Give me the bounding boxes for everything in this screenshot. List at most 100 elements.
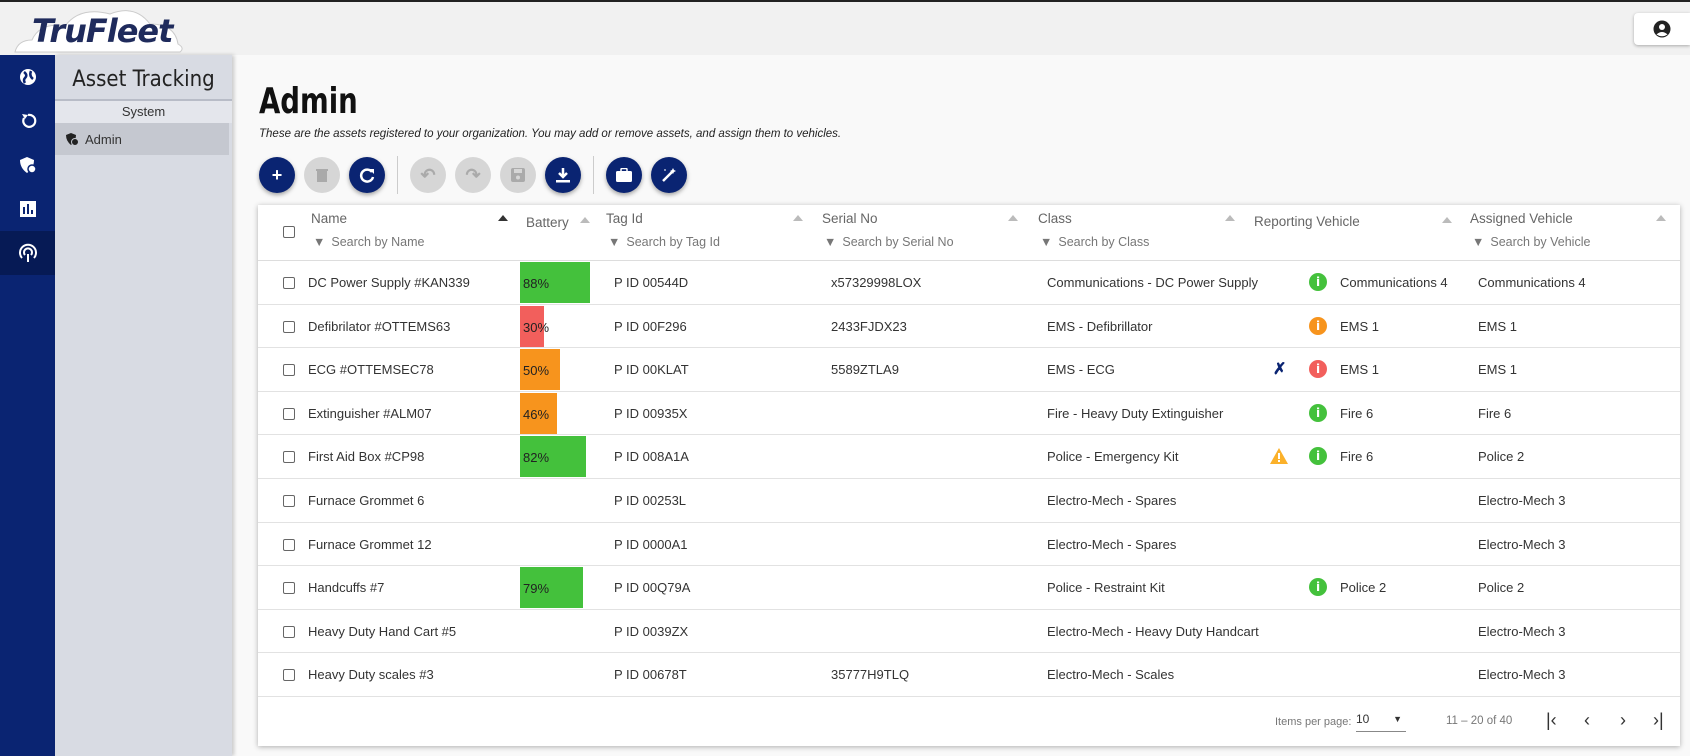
battery-bar: 50% [520,349,560,391]
reporting-vehicle: Fire 6 [1340,405,1374,421]
sort-tag-icon[interactable] [793,215,803,221]
asset-class: Police - Emergency Kit [1047,449,1179,465]
search-class-input[interactable]: ▼ Search by Class [1040,235,1150,249]
download-button[interactable] [545,157,581,193]
sort-battery-icon[interactable] [580,217,590,223]
trash-icon [316,169,328,182]
save-button[interactable] [500,157,536,193]
sort-assigned-icon[interactable] [1656,215,1666,221]
assigned-vehicle: Electro-Mech 3 [1478,667,1566,683]
prev-page-button[interactable]: ‹ [1584,710,1590,730]
asset-name: ECG #OTTEMSEC78 [308,362,434,378]
search-serial-input[interactable]: ▼ Search by Serial No [824,235,954,249]
nav-asset-tracking[interactable] [0,231,55,275]
assets-table: Name Battery Tag Id Serial No Class Repo… [258,205,1680,746]
panel-section-system: System [55,101,232,123]
asset-class: Electro-Mech - Spares [1047,536,1177,552]
table-row[interactable]: Furnace Grommet 12 P ID 0000A1 Electro-Me… [258,523,1680,567]
row-checkbox[interactable] [283,407,295,420]
delete-button[interactable] [304,157,340,193]
items-per-page-select[interactable]: 10 ▼ [1356,712,1406,732]
row-checkbox[interactable] [283,495,295,507]
nav-map[interactable] [0,55,55,99]
add-button[interactable]: + [259,157,295,193]
status-info-icon[interactable]: i [1309,447,1327,466]
serial-no: 5589ZTLA9 [831,362,899,378]
column-class[interactable]: Class [1038,211,1072,226]
user-account-button[interactable] [1634,13,1690,45]
table-row[interactable]: Heavy Duty Hand Cart #5 P ID 0039ZX Elect… [258,610,1680,654]
search-vehicle-input[interactable]: ▼ Search by Vehicle [1472,235,1591,249]
last-page-button[interactable]: ›| [1653,710,1664,730]
table-row[interactable]: Defibrilator #OTTEMS63 30% P ID 00F296 243… [258,305,1680,349]
shield-gear-icon [19,157,37,174]
table-row[interactable]: Furnace Grommet 6 P ID 00253L Electro-Mec… [258,479,1680,523]
row-checkbox[interactable] [283,451,295,464]
battery-bar: 88% [520,262,591,303]
column-name[interactable]: Name [311,211,348,226]
status-info-icon[interactable]: i [1309,360,1327,379]
column-assigned-vehicle[interactable]: Assigned Vehicle [1470,211,1573,226]
status-info-icon[interactable]: i [1309,578,1327,597]
table-row[interactable]: ECG #OTTEMSEC78 50% P ID 00KLAT 5589ZTLA9 … [258,348,1680,392]
next-page-button[interactable]: › [1620,710,1626,730]
battery-label: 30% [523,319,550,335]
column-battery[interactable]: Battery [526,215,569,230]
assigned-vehicle: Fire 6 [1478,405,1512,421]
select-all-checkbox[interactable] [283,226,295,238]
reporting-vehicle: EMS 1 [1340,318,1380,334]
panel-item-admin[interactable]: Admin [55,123,229,155]
sort-class-icon[interactable] [1225,215,1235,221]
briefcase-button[interactable] [606,157,642,193]
assigned-vehicle: Electro-Mech 3 [1478,536,1566,552]
sort-serial-icon[interactable] [1008,215,1018,221]
row-checkbox[interactable] [283,538,295,551]
panel-item-label: Admin [85,131,122,147]
redo-button[interactable]: ↷ [455,157,491,193]
top-bar: TruFleet [0,0,1690,55]
table-row[interactable]: DC Power Supply #KAN339 88% P ID 00544D x5… [258,261,1680,305]
filter-icon: ▼ [1472,235,1485,249]
trufleet-logo[interactable]: TruFleet [10,4,190,56]
row-checkbox[interactable] [283,625,295,638]
undo-button[interactable]: ↶ [410,157,446,193]
status-info-icon[interactable]: i [1309,273,1327,291]
first-page-button[interactable]: |‹ [1546,710,1557,730]
column-serial-no[interactable]: Serial No [822,211,878,226]
paginator: Items per page: 10 ▼ 11 – 20 of 40 |‹ ‹ ›… [258,698,1680,746]
table-row[interactable]: Handcuffs #7 79% P ID 00Q79A Police - Rest… [258,566,1680,610]
assigned-vehicle: Electro-Mech 3 [1478,493,1566,508]
filter-icon: ▼ [313,235,326,249]
sort-name-icon[interactable] [498,215,508,221]
magic-wand-button[interactable] [651,157,687,193]
refresh-button[interactable] [349,157,385,193]
nav-reports[interactable] [0,187,55,231]
row-checkbox[interactable] [283,320,295,333]
sort-reporting-icon[interactable] [1442,217,1452,223]
search-name-input[interactable]: ▼ Search by Name [313,235,425,249]
tag-id: P ID 00KLAT [614,362,689,378]
table-row[interactable]: Extinguisher #ALM07 46% P ID 00935X Fire -… [258,392,1680,436]
assigned-vehicle: Communications 4 [1478,275,1586,290]
globe-icon [19,69,36,85]
row-checkbox[interactable] [283,669,295,682]
nav-admin[interactable] [0,143,55,187]
row-checkbox[interactable] [283,277,295,289]
asset-class: Electro-Mech - Spares [1047,493,1177,508]
battery-label: 79% [523,581,550,597]
row-checkbox[interactable] [283,364,295,377]
status-info-icon[interactable]: i [1309,403,1327,422]
table-row[interactable]: First Aid Box #CP98 82% P ID 008A1A Police… [258,435,1680,479]
search-tag-input[interactable]: ▼ Search by Tag Id [608,235,720,249]
asset-class: Fire - Heavy Duty Extinguisher [1047,405,1224,421]
tag-id: P ID 00Q79A [614,580,691,596]
nav-history[interactable] [0,99,55,143]
column-reporting-vehicle[interactable]: Reporting Vehicle [1254,214,1360,229]
toolbar-divider [593,156,594,194]
column-tag-id[interactable]: Tag Id [606,211,643,226]
assigned-vehicle: Police 2 [1478,449,1525,465]
status-info-icon[interactable]: i [1309,316,1327,335]
row-checkbox[interactable] [283,582,295,595]
table-row[interactable]: Heavy Duty scales #3 P ID 00678T 35777H9T… [258,653,1680,697]
bar-chart-icon [19,201,36,217]
